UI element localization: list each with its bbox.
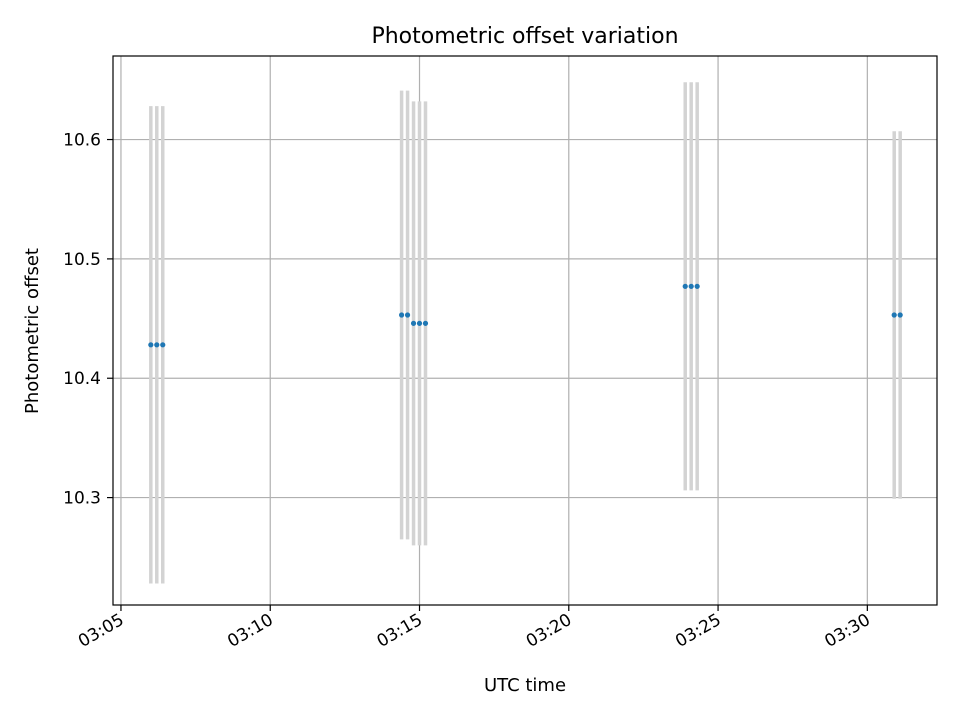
data-point	[160, 342, 166, 348]
data-points	[148, 283, 903, 348]
data-point	[891, 312, 897, 318]
y-axis-label: Photometric offset	[22, 248, 43, 414]
x-axis-label: UTC time	[484, 675, 566, 696]
data-point	[398, 312, 405, 318]
y-axis-ticks: 10.3 10.4 10.5 10.6	[63, 131, 113, 509]
chart-title: Photometric offset variation	[371, 24, 678, 49]
plot-area-frame	[112, 55, 938, 606]
data-point	[422, 320, 429, 326]
y-tick-label: 10.5	[63, 250, 101, 270]
data-point	[694, 283, 700, 289]
data-point	[410, 320, 417, 326]
data-point	[404, 312, 411, 318]
y-tick-label: 10.4	[63, 369, 101, 389]
data-point	[897, 312, 903, 318]
y-tick-label: 10.3	[63, 489, 101, 509]
data-point	[154, 342, 160, 348]
y-tick-label: 10.6	[63, 131, 101, 151]
data-point	[416, 320, 423, 326]
data-point	[688, 283, 694, 289]
data-point	[682, 283, 688, 289]
data-point	[148, 342, 154, 348]
